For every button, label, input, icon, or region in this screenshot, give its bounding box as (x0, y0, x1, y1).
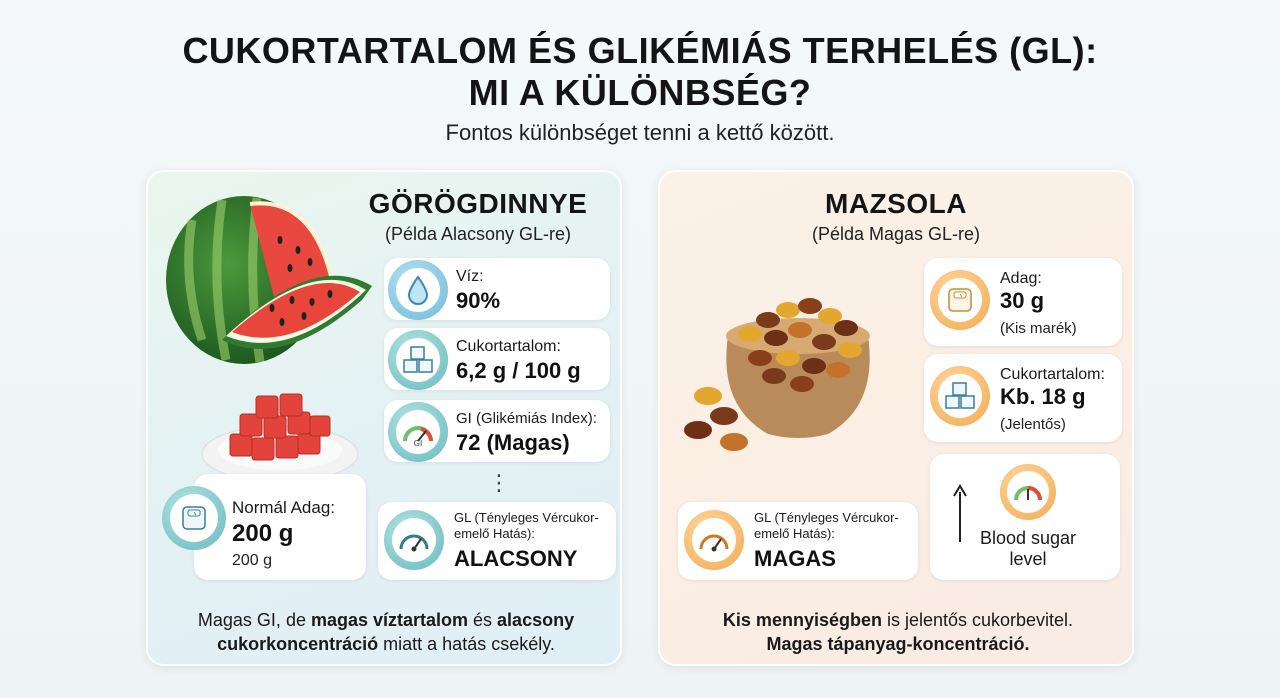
water-value: 90% (456, 288, 501, 313)
water-drop-icon (407, 275, 429, 305)
gl-label-line2: emelő Hatás): (454, 526, 535, 541)
summary-text: Magas GI, de (197, 610, 311, 630)
raisin-subtitle: (Példa Magas GL-re) (811, 224, 981, 244)
watermelon-subtitle: (Példa Alacsony GL-re) (384, 224, 572, 244)
raisin-panel: MAZSOLA (Példa Magas GL-re) Adag: 30 g (… (658, 170, 1134, 666)
raisin-gl-card: GL (Tényleges Vércukor- emelő Hatás): MA… (678, 502, 918, 580)
summary-bold: cukorkoncentráció (217, 634, 379, 654)
arrow-up-icon (953, 484, 967, 542)
blood-sugar-card: Blood sugar level (930, 454, 1120, 580)
scale-icon-circle (162, 486, 226, 550)
sugar-cubes-icon (945, 382, 975, 409)
watermelon-summary: Magas GI, de magas víztartalom és alacso… (158, 608, 614, 656)
raisin-sugar-value: Kb. 18 g (1000, 384, 1086, 409)
summary-bold: magas víztartalom (310, 610, 469, 630)
gi-value: 72 (Magas) (456, 430, 570, 455)
sugar-icon-circle (930, 366, 990, 426)
sugar-value: 6,2 g / 100 g (456, 358, 581, 383)
gauge-icon: GI (403, 426, 433, 447)
gl-label-line2: emelő Hatás): (754, 526, 835, 541)
summary-bold: Magas tápanyag-koncentráció. (766, 634, 1030, 654)
title-line-2: MI A KÜLÖNBSÉG? (468, 72, 812, 113)
serving-label: Normál Adag: (232, 498, 335, 517)
raisin-sugar-note: (Jelentős) (1000, 416, 1066, 433)
page-subtitle: Fontos különbséget tenni a kettő között. (445, 120, 835, 145)
blood-sugar-label: Blood sugar level (966, 528, 1090, 570)
watermelon-image (166, 196, 372, 364)
gl-icon-circle (384, 510, 444, 570)
gauge-icon (1014, 486, 1042, 501)
title-line-1: CUKORTARTALOM ÉS GLIKÉMIÁS TERHELÉS (GL)… (182, 30, 1098, 71)
raisin-serving-note: (Kis marék) (1000, 320, 1077, 337)
water-icon-circle (388, 260, 448, 320)
gl-icon-circle (684, 510, 744, 570)
gl-value: ALACSONY (454, 546, 578, 571)
scale-icon (948, 288, 972, 312)
summary-text: miatt a hatás csekély. (378, 634, 555, 654)
raisin-sugar-label: Cukortartalom: (1000, 366, 1105, 383)
page-title: CUKORTARTALOM ÉS GLIKÉMIÁS TERHELÉS (GL)… (0, 30, 1280, 114)
gauge-icon (699, 534, 729, 552)
raisin-title: MAZSOLA (825, 188, 967, 219)
scale-icon (182, 506, 206, 530)
blood-sugar-line1: Blood sugar (979, 528, 1077, 548)
water-label: Víz: (456, 268, 484, 285)
gauge-icon (399, 534, 429, 552)
gi-card: GI GI (Glikémiás Index): 72 (Magas) (384, 400, 610, 462)
blood-gauge-circle (1000, 464, 1056, 520)
raisin-serving-card: Adag: 30 g (Kis marék) (924, 258, 1122, 346)
gl-label-line1: GL (Tényleges Vércukor- (754, 510, 899, 525)
summary-bold: alacsony (497, 610, 575, 630)
raisin-serving-value: 30 g (1000, 288, 1045, 313)
scale-icon-circle (930, 270, 990, 330)
raisin-gl-label: GL (Tényleges Vércukor- emelő Hatás): (754, 510, 899, 542)
gl-label: GL (Tényleges Vércukor- emelő Hatás): (454, 510, 599, 542)
gi-icon-circle: GI (388, 402, 448, 462)
gi-label: GI (Glikémiás Index): (456, 410, 597, 427)
sugar-cubes-icon (403, 346, 433, 373)
summary-text: is jelentős cukorbevitel. (881, 610, 1074, 630)
raisin-sugar-card: Cukortartalom: Kb. 18 g (Jelentős) (924, 354, 1122, 442)
blood-sugar-line2: level (1009, 549, 1047, 569)
svg-text:GI: GI (414, 439, 422, 447)
gl-label-line1: GL (Tényleges Vércukor- (454, 510, 599, 525)
watermelon-panel: GÖRÖGDINNYE (Példa Alacsony GL-re) (146, 170, 622, 666)
raisin-summary: Kis mennyiségben is jelentős cukorbevite… (670, 608, 1126, 656)
raisin-serving-label: Adag: (1000, 270, 1042, 287)
summary-bold: Kis mennyiségben (722, 610, 882, 630)
raisin-gl-value: MAGAS (754, 546, 836, 571)
dots-separator: ⋮ (488, 470, 510, 495)
watermelon-title: GÖRÖGDINNYE (368, 188, 588, 219)
gl-card: GL (Tényleges Vércukor- emelő Hatás): AL… (378, 502, 616, 580)
serving-value: 200 g (232, 520, 294, 547)
serving-note: 200 g (232, 552, 273, 569)
summary-text: és (468, 610, 498, 630)
sugar-label: Cukortartalom: (456, 338, 561, 355)
raisin-bowl-image (684, 298, 870, 451)
sugar-icon-circle (388, 330, 448, 390)
watermelon-cubes-image (201, 393, 359, 483)
water-card: Víz: 90% (384, 258, 610, 320)
sugar-card: Cukortartalom: 6,2 g / 100 g (384, 328, 610, 390)
